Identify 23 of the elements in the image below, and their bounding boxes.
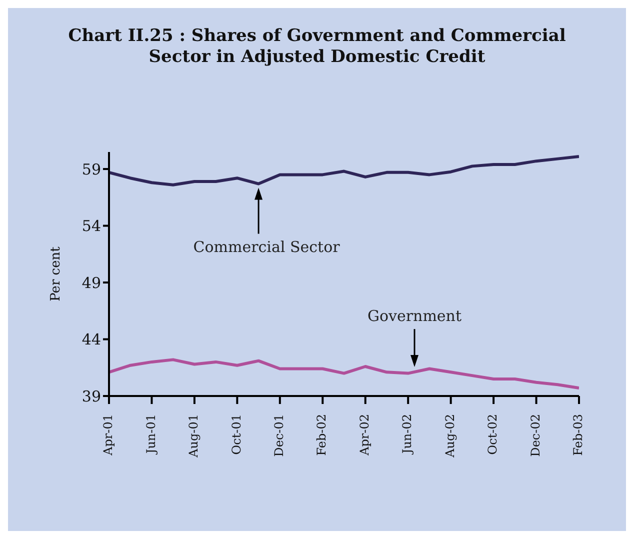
line-series (109, 155, 579, 186)
y-tick-label: 44 (82, 330, 101, 349)
y-axis-title: Per cent (48, 246, 64, 302)
text: Government (368, 307, 462, 326)
y-tick-label: 49 (82, 274, 101, 292)
line-series (109, 358, 579, 390)
y-tick-label: 39 (82, 387, 101, 406)
x-tick-label: Jun-01 (144, 414, 158, 456)
x-tick-label: Feb-03 (571, 414, 586, 456)
x-tick-label: Aug-02 (442, 414, 457, 458)
x-tick-label: Apr-01 (101, 414, 116, 456)
x-tick-label: Oct-02 (486, 414, 500, 455)
x-tick-label: Feb-02 (314, 414, 329, 456)
x-tick-label: Dec-02 (528, 414, 542, 457)
chart-title: Chart II.25 : Shares of Government and Commercial Sector in Adjusted Domestic Credit (67, 26, 567, 68)
x-tick-label: Jun-02 (400, 414, 414, 456)
y-tick-label: 59 (82, 160, 101, 178)
x-tick-label: Dec-01 (272, 414, 286, 457)
text: Commercial Sector (193, 238, 341, 256)
x-tick-label: Apr-02 (357, 414, 372, 456)
x-tick-label: Aug-01 (186, 414, 201, 458)
y-tick-label: 54 (82, 217, 101, 236)
x-tick-label: Oct-01 (229, 414, 244, 455)
